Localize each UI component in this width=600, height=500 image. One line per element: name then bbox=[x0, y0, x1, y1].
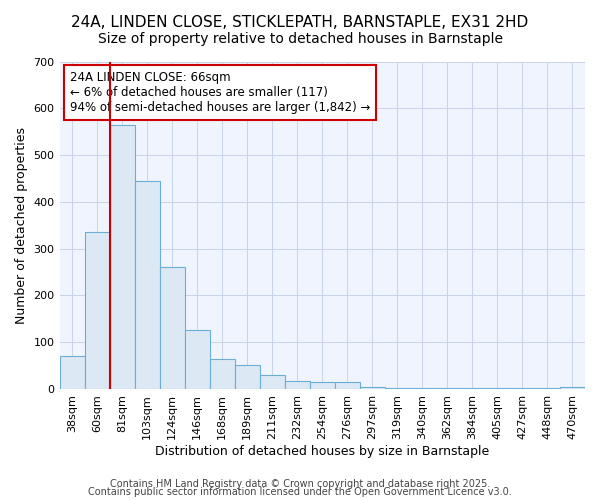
Bar bbox=[260, 375, 285, 389]
Bar bbox=[385, 388, 410, 389]
Bar bbox=[85, 232, 110, 389]
Bar bbox=[335, 382, 360, 389]
Text: 24A LINDEN CLOSE: 66sqm
← 6% of detached houses are smaller (117)
94% of semi-de: 24A LINDEN CLOSE: 66sqm ← 6% of detached… bbox=[70, 72, 370, 114]
Bar bbox=[360, 387, 385, 389]
Bar bbox=[134, 181, 160, 389]
Bar bbox=[560, 387, 585, 389]
Bar bbox=[160, 268, 185, 389]
Bar bbox=[285, 381, 310, 389]
Bar bbox=[209, 358, 235, 389]
Y-axis label: Number of detached properties: Number of detached properties bbox=[15, 126, 28, 324]
Text: Size of property relative to detached houses in Barnstaple: Size of property relative to detached ho… bbox=[97, 32, 503, 46]
Bar bbox=[185, 330, 209, 389]
Text: Contains HM Land Registry data © Crown copyright and database right 2025.: Contains HM Land Registry data © Crown c… bbox=[110, 479, 490, 489]
Bar bbox=[310, 382, 335, 389]
Bar bbox=[59, 356, 85, 389]
Text: Contains public sector information licensed under the Open Government Licence v3: Contains public sector information licen… bbox=[88, 487, 512, 497]
Text: 24A, LINDEN CLOSE, STICKLEPATH, BARNSTAPLE, EX31 2HD: 24A, LINDEN CLOSE, STICKLEPATH, BARNSTAP… bbox=[71, 15, 529, 30]
X-axis label: Distribution of detached houses by size in Barnstaple: Distribution of detached houses by size … bbox=[155, 444, 490, 458]
Bar bbox=[110, 124, 134, 389]
Bar bbox=[235, 364, 260, 389]
